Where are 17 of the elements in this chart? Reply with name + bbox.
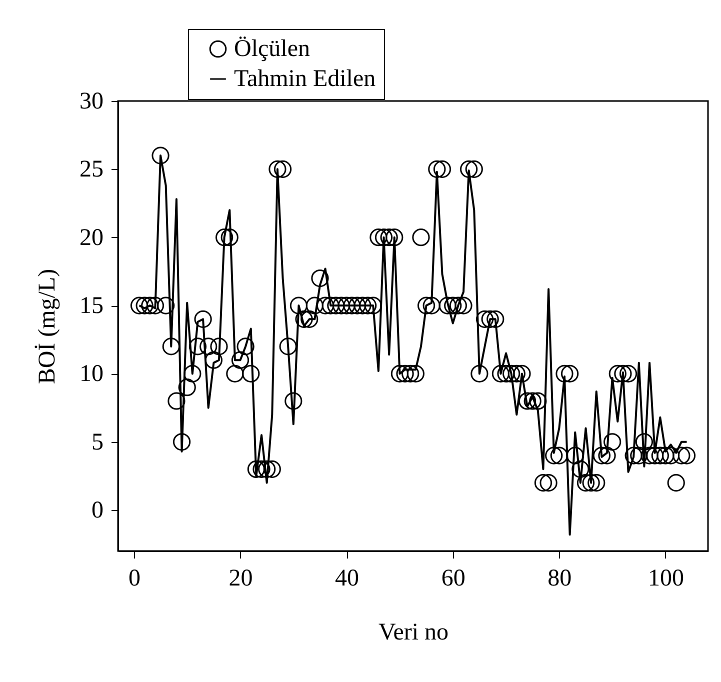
x-tick-label: 100 xyxy=(648,566,684,592)
legend-label: Ölçülen xyxy=(234,36,310,62)
y-tick-label: 10 xyxy=(80,361,104,388)
y-tick-label: 20 xyxy=(80,224,104,251)
x-tick-label: 80 xyxy=(548,566,572,592)
y-tick-label: 25 xyxy=(80,156,104,183)
y-tick-label: 0 xyxy=(92,498,104,524)
y-axis-title: BOİ (mg/L) xyxy=(34,268,60,384)
y-tick-label: 15 xyxy=(80,293,104,320)
x-tick-label: 0 xyxy=(128,566,140,592)
legend-label: Tahmin Edilen xyxy=(234,66,376,92)
y-tick-label: 5 xyxy=(92,429,104,456)
x-axis-title: Veri no xyxy=(378,620,448,646)
y-tick-label: 30 xyxy=(80,88,104,114)
x-tick-label: 40 xyxy=(335,566,360,592)
x-tick-label: 20 xyxy=(228,566,253,592)
x-tick-label: 60 xyxy=(441,566,466,592)
